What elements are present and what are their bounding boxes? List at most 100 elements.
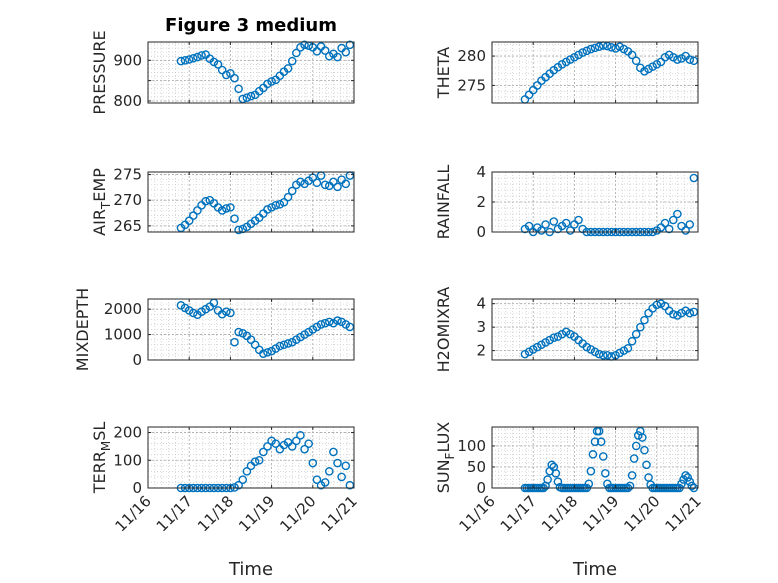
y-axis-label: MIXDEPTH [73, 288, 92, 371]
data-point [561, 327, 571, 337]
y-tick-label: 50 [467, 458, 486, 476]
data-point [565, 226, 575, 235]
data-point [263, 442, 272, 451]
data-point [603, 351, 612, 360]
data-point [275, 200, 285, 209]
data-point [296, 177, 305, 187]
x-tick-label: 11/20 [620, 492, 663, 535]
data-point [221, 204, 231, 213]
y-tick-label: 265 [113, 217, 142, 235]
data-point [320, 478, 330, 487]
x-ticks [491, 172, 699, 232]
y-tick-label: 0 [476, 223, 486, 241]
data-point [586, 466, 596, 476]
x-axis-label: Time [228, 559, 273, 580]
data-point [341, 179, 351, 189]
data-point [586, 345, 596, 354]
data-point [271, 201, 281, 210]
data-point [541, 338, 550, 347]
data-point [677, 54, 686, 63]
x-tick-label: 11/19 [579, 492, 622, 535]
data-point [603, 41, 612, 51]
x-tick-label: 11/17 [497, 492, 540, 535]
data-point [689, 56, 699, 66]
data-point [582, 342, 592, 352]
data-point [333, 458, 342, 468]
data-point [590, 347, 600, 357]
data-point [681, 306, 690, 316]
data-point [246, 91, 256, 101]
data-point [184, 216, 194, 226]
y-tick-label: 4 [476, 163, 486, 181]
y-tick-label: 900 [113, 51, 142, 69]
data-point [283, 339, 293, 348]
subplot-8: 0 50 100SUNFLUX11/1611/1711/1811/1911/2011… [434, 422, 705, 580]
data-point [664, 50, 674, 60]
data-point [180, 56, 190, 65]
data-point [308, 458, 318, 468]
data-point [574, 50, 583, 60]
data-point [574, 215, 583, 225]
y-ticks: 800 900 [113, 51, 354, 110]
data-point [520, 349, 530, 359]
grid [492, 171, 698, 233]
data-point [271, 439, 281, 448]
data-point [333, 316, 342, 325]
data-point [594, 426, 604, 436]
data-point [565, 55, 575, 64]
data-point [584, 479, 594, 489]
data-point [304, 439, 313, 448]
y-axis-label: H2OMIXRA [434, 287, 453, 373]
data-point [638, 433, 647, 442]
data-point [259, 349, 268, 358]
data-point [217, 206, 227, 215]
data-point [623, 343, 633, 353]
data-point [543, 475, 552, 484]
y-tick-label: 800 [113, 92, 142, 110]
x-ticks [491, 299, 699, 360]
data-point [541, 220, 550, 229]
x-tick-label: 11/21 [318, 492, 361, 535]
y-tick-label: 100 [113, 451, 142, 469]
data-point [607, 42, 616, 52]
data-point [267, 203, 276, 212]
data-point [189, 308, 198, 318]
y-axis-label: SUNFLUX [434, 422, 457, 494]
data-point [316, 320, 326, 329]
data-point [588, 450, 598, 459]
data-point [259, 447, 268, 457]
axes-box [491, 41, 699, 104]
data-point [590, 437, 600, 447]
data-point [664, 224, 674, 234]
x-axis-label: Time [572, 559, 617, 580]
data-point [625, 481, 635, 491]
data-point [275, 341, 285, 351]
data-point [598, 452, 608, 461]
y-tick-label: 1000 [104, 326, 142, 344]
y-tick-label: 0 [132, 351, 142, 369]
data-point [590, 43, 600, 53]
data-point [582, 46, 592, 56]
data-point [230, 73, 239, 83]
axes-box [491, 426, 699, 489]
data-point [553, 332, 563, 341]
data-point [551, 468, 561, 478]
data-point [685, 308, 695, 318]
data-point [300, 40, 309, 50]
data-point [221, 307, 231, 317]
data-point [246, 335, 256, 344]
data-point [234, 225, 243, 235]
data-point [561, 218, 571, 228]
data-point [687, 481, 697, 491]
data-point [292, 48, 301, 58]
data-point [594, 42, 604, 51]
data-point [545, 335, 554, 345]
data-series [520, 41, 699, 104]
data-point [586, 44, 596, 54]
x-ticks [147, 427, 355, 488]
y-tick-label: 100 [457, 437, 486, 455]
data-point [681, 471, 690, 480]
data-point [689, 307, 699, 317]
x-tick-label: 11/18 [538, 492, 581, 535]
